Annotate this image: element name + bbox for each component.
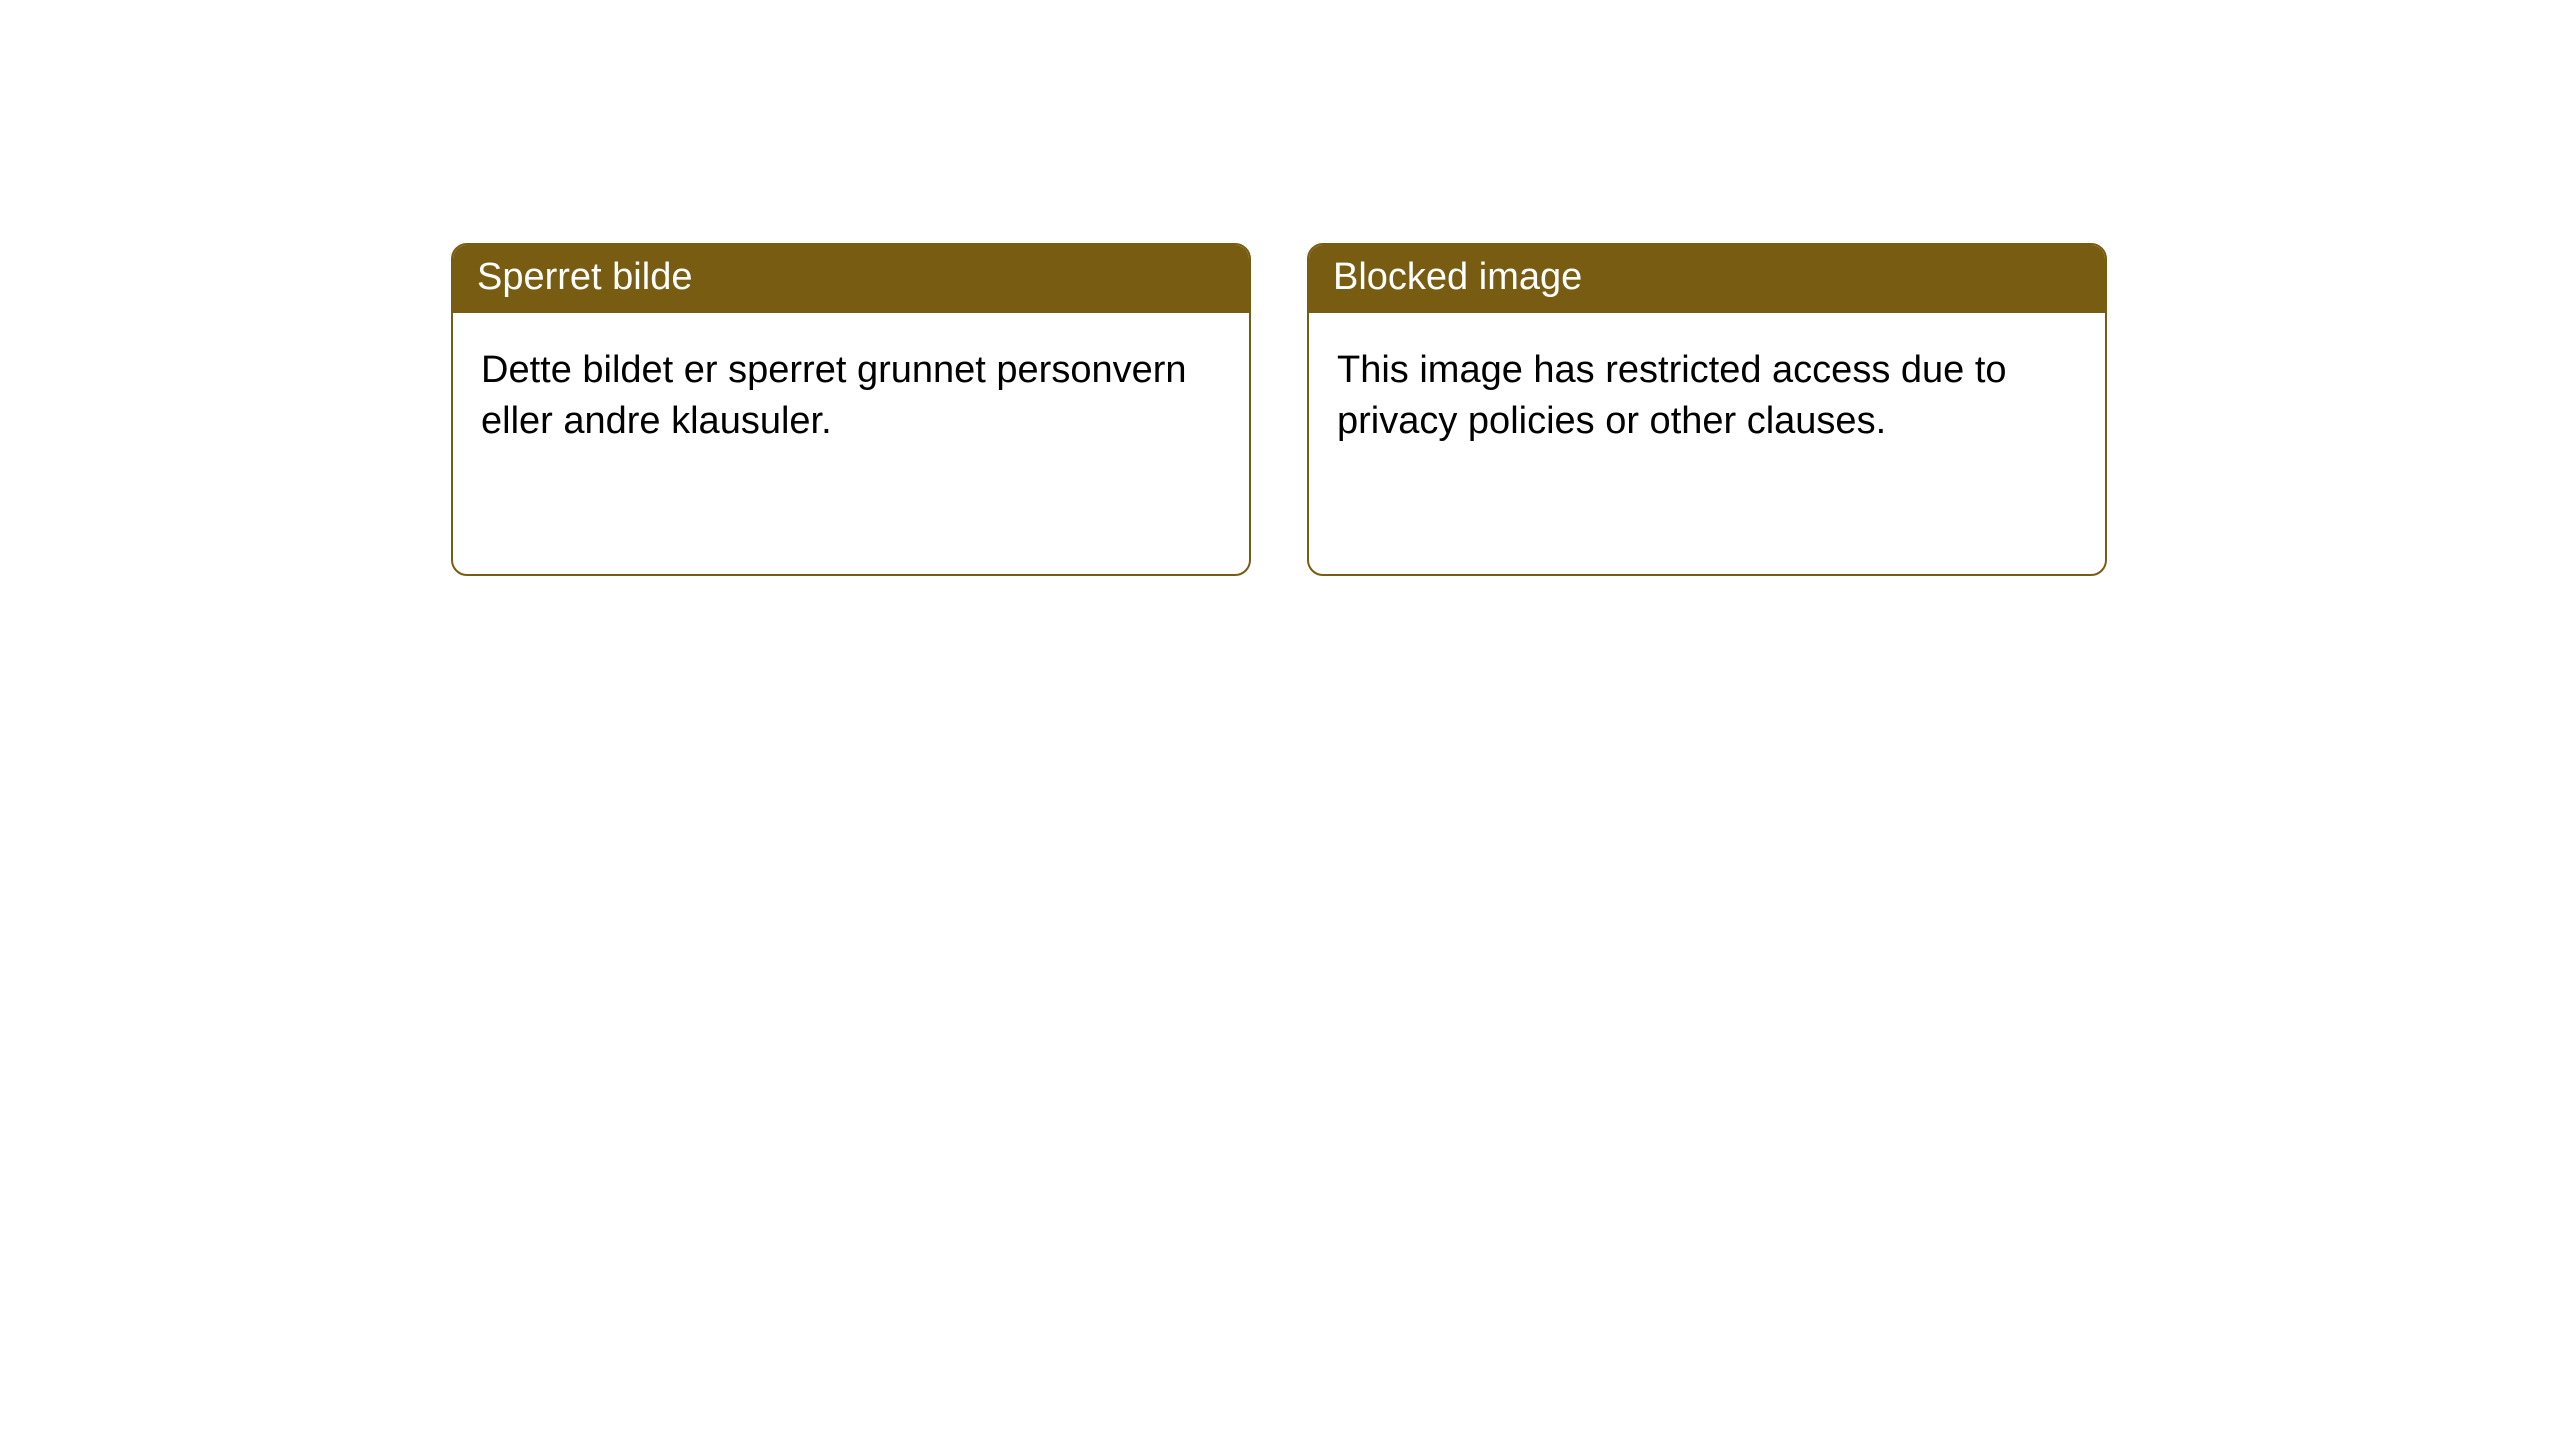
notice-card-english: Blocked image This image has restricted … (1307, 243, 2107, 576)
notice-card-header: Blocked image (1309, 245, 2105, 313)
notice-card-norwegian: Sperret bilde Dette bildet er sperret gr… (451, 243, 1251, 576)
notice-card-body: Dette bildet er sperret grunnet personve… (453, 313, 1249, 480)
notice-cards-row: Sperret bilde Dette bildet er sperret gr… (451, 243, 2107, 576)
notice-card-body: This image has restricted access due to … (1309, 313, 2105, 480)
notice-card-header: Sperret bilde (453, 245, 1249, 313)
